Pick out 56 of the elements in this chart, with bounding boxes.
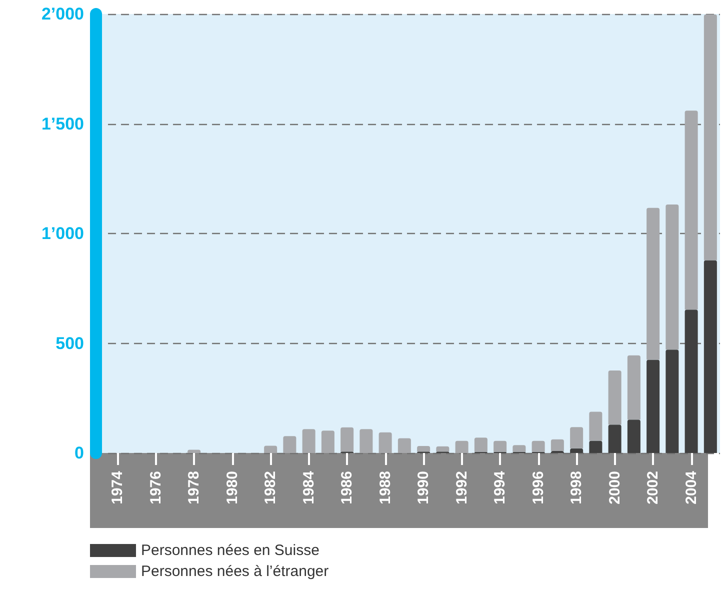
bar — [436, 446, 450, 452]
bar — [188, 450, 201, 453]
legend-label: Personnes nées en Suisse — [141, 542, 320, 559]
bar — [398, 438, 411, 453]
y-tick-label: 0 — [74, 444, 84, 462]
bar — [417, 446, 430, 452]
x-tick-label: 1974 — [109, 470, 126, 504]
x-tick-label: 1986 — [338, 471, 356, 504]
bar — [704, 260, 717, 453]
y-tick-label: 2’000 — [41, 4, 84, 24]
bar — [264, 446, 278, 453]
bar — [666, 204, 679, 350]
bar — [283, 436, 296, 453]
y-tick-label: 1’000 — [41, 224, 84, 243]
bar — [704, 14, 717, 260]
x-tick-label: 1994 — [492, 470, 509, 504]
y-tick-label: 1’500 — [41, 114, 84, 134]
x-tick-label: 1982 — [262, 471, 280, 504]
x-tick-label: 1990 — [415, 471, 432, 504]
x-tick-label: 1978 — [186, 471, 203, 504]
bar — [532, 440, 545, 452]
bar — [570, 427, 584, 448]
bar — [474, 438, 488, 452]
x-tick-label: 1976 — [147, 471, 164, 504]
x-tick-label: 1996 — [530, 471, 547, 504]
bar — [570, 448, 584, 453]
bar — [455, 440, 468, 453]
bar — [608, 424, 622, 453]
bar — [684, 110, 698, 310]
x-tick-label: 2000 — [606, 471, 624, 504]
bar — [589, 412, 602, 441]
bar — [608, 370, 622, 425]
x-tick-label: 1998 — [568, 471, 586, 504]
bar — [302, 429, 316, 453]
bar — [340, 427, 354, 452]
bar — [646, 208, 660, 360]
bar — [360, 429, 373, 453]
x-tick-label: 2002 — [644, 471, 662, 504]
bar — [666, 350, 679, 453]
bar — [589, 440, 602, 453]
bar — [550, 439, 564, 452]
bar — [512, 445, 526, 452]
bar — [321, 430, 334, 453]
y-tick-label: 500 — [56, 334, 84, 353]
bar — [494, 440, 507, 452]
legend-label: Personnes nées à l’étranger — [141, 563, 329, 580]
x-tick-label: 1992 — [453, 471, 470, 504]
x-tick-label: 1980 — [224, 471, 241, 504]
x-tick-label: 1984 — [300, 470, 318, 504]
bar — [627, 420, 640, 453]
x-tick-label: 1988 — [376, 471, 394, 504]
bar — [646, 360, 660, 453]
x-tick-label: 2004 — [682, 470, 700, 504]
bar — [378, 432, 392, 453]
bar — [684, 310, 698, 453]
bar — [627, 355, 640, 420]
